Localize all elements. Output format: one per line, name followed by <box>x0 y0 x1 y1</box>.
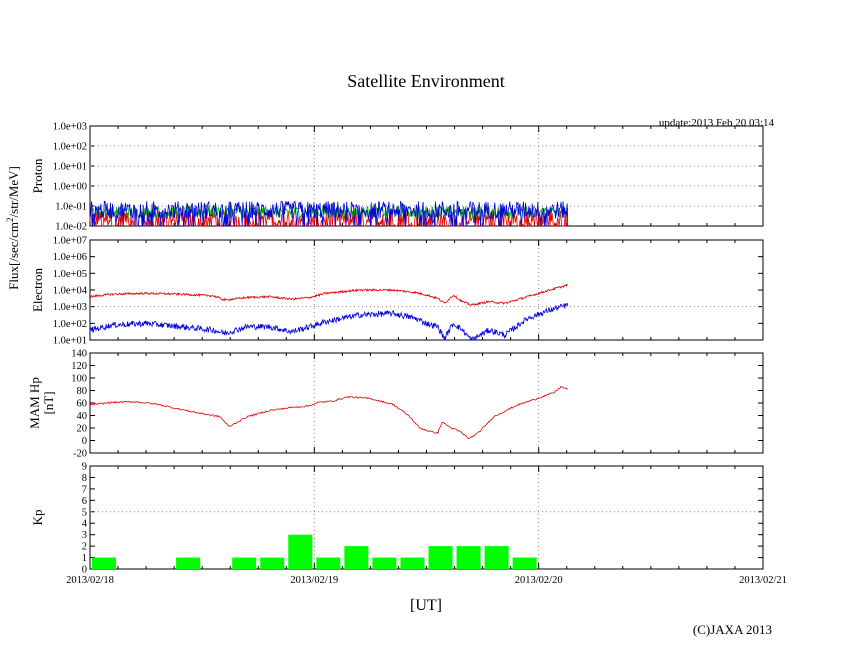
kp-ytick-label: 5 <box>82 507 87 518</box>
kp-ytick-label: 6 <box>82 496 87 507</box>
kp-bar <box>512 557 537 569</box>
x-tick-label: 2013/02/18 <box>66 575 114 586</box>
electron-panel: 1.0e+01 1.0e+02 1.0e+03 1.0e+04 1.0e+05 1.0e+… <box>30 236 764 347</box>
hp-ytick-label: 100 <box>71 374 87 385</box>
proton-ytick-label: 1.0e+00 <box>53 182 87 193</box>
proton-ytick-label: 1.0e+01 <box>53 162 87 173</box>
kp-bar <box>92 557 117 569</box>
kp-bar <box>176 557 201 569</box>
kp-bar <box>372 557 397 569</box>
kp-ytick-label: 4 <box>82 519 88 530</box>
x-tick-label: 2013/02/20 <box>515 575 563 586</box>
kp-bar <box>400 557 425 569</box>
kp-ytick-label: 3 <box>82 530 87 541</box>
kp-bar <box>344 546 369 569</box>
kp-ytick-label: 8 <box>82 473 87 484</box>
flux-axis-label: Flux[/sec/cm2/str/MeV] <box>5 166 21 290</box>
kp-ytick-label: 1 <box>82 553 87 564</box>
x-axis-label: [UT] <box>410 597 442 614</box>
copyright-text: (C)JAXA 2013 <box>693 622 772 637</box>
proton-ytick-label: 1.0e-02 <box>55 222 87 233</box>
electron-ytick-label: 1.0e+07 <box>53 236 87 247</box>
kp-bar <box>288 534 313 569</box>
kp-ytick-label: 7 <box>82 484 87 495</box>
proton-ytick-label: 1.0e+02 <box>53 142 87 153</box>
hp-ytick-label: -20 <box>73 449 87 460</box>
kp-axis-label: Kp <box>30 510 45 526</box>
hp-ytick-label: 80 <box>77 386 88 397</box>
chart-title: Satellite Environment <box>347 71 504 91</box>
hp-ytick-label: 120 <box>71 361 87 372</box>
kp-ytick-label: 0 <box>82 565 87 576</box>
hp-ytick-label: 0 <box>82 436 87 447</box>
hp-axis-label: MAM Hp[nT] <box>27 377 56 429</box>
kp-bar <box>260 557 285 569</box>
proton-ytick-label: 1.0e+03 <box>53 122 87 133</box>
proton-ytick-label: 1.0e-01 <box>55 202 87 213</box>
x-tick-label: 2013/02/19 <box>290 575 338 586</box>
electron-ytick-label: 1.0e+02 <box>53 319 87 330</box>
electron-ytick-label: 1.0e+01 <box>53 336 87 347</box>
proton-axis-label: Proton <box>30 158 45 193</box>
update-timestamp: update:2013 Feb 20 03:14 <box>659 117 775 129</box>
electron-ytick-label: 1.0e+05 <box>53 269 87 280</box>
electron-ytick-label: 1.0e+04 <box>53 286 88 297</box>
electron-blue-line <box>89 302 569 342</box>
kp-bar <box>232 557 257 569</box>
kp-frame <box>89 465 764 570</box>
hp-ytick-label: 20 <box>77 424 88 435</box>
hp-red-line <box>89 385 568 440</box>
kp-bar <box>456 546 481 569</box>
x-axis-ticks: 2013/02/18 2013/02/19 2013/02/20 2013/02/21 <box>66 575 787 586</box>
hp-frame <box>89 352 764 454</box>
electron-ytick-label: 1.0e+06 <box>53 252 87 263</box>
proton-blue-line <box>89 200 569 228</box>
electron-red-line <box>89 283 568 306</box>
kp-bar <box>316 557 341 569</box>
kp-bar <box>484 546 509 569</box>
kp-bar <box>428 546 453 569</box>
electron-axis-label: Electron <box>30 267 45 312</box>
kp-ytick-label: 9 <box>82 462 87 473</box>
electron-ytick-label: 1.0e+03 <box>53 302 87 313</box>
hp-ytick-label: 40 <box>77 411 88 422</box>
hp-ytick-label: 140 <box>71 349 87 360</box>
x-tick-label: 2013/02/21 <box>739 575 787 586</box>
proton-panel: 1.0e-02 1.0e-01 1.0e+00 1.0e+01 1.0e+02 1.0e+… <box>30 122 764 233</box>
hp-ytick-label: 60 <box>77 399 88 410</box>
kp-ytick-label: 2 <box>82 542 87 553</box>
